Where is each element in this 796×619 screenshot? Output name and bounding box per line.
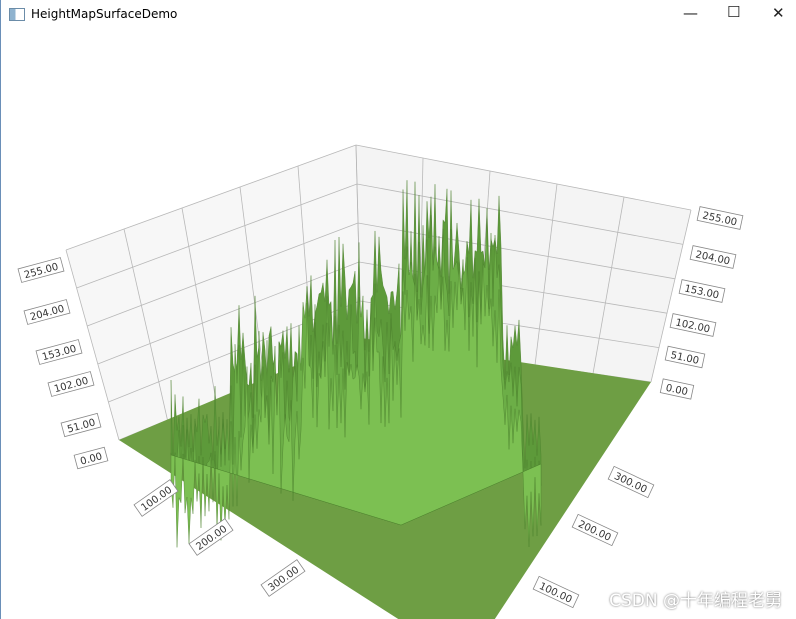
label-box bbox=[678, 279, 726, 303]
label-box bbox=[60, 412, 102, 438]
axis-label: 200.00 bbox=[188, 518, 234, 556]
grid-line bbox=[356, 183, 684, 245]
grid-line bbox=[181, 207, 217, 400]
axis-label: 300.00 bbox=[260, 559, 306, 597]
label-box bbox=[23, 299, 71, 325]
axis-label: 51.00 bbox=[60, 412, 102, 438]
label-box bbox=[133, 479, 179, 517]
surface-ridge bbox=[170, 257, 542, 548]
axis-label: 255.00 bbox=[696, 206, 744, 230]
minimize-button[interactable]: — bbox=[683, 4, 698, 22]
height-surface bbox=[170, 180, 542, 548]
title-bar: HeightMapSurfaceDemo bbox=[1, 0, 796, 28]
grid-line bbox=[65, 144, 357, 251]
label-box bbox=[260, 559, 306, 597]
grid-line bbox=[239, 186, 265, 379]
label-box bbox=[532, 575, 580, 609]
window-title: HeightMapSurfaceDemo bbox=[31, 7, 178, 21]
axis-label: 153.00 bbox=[35, 339, 83, 365]
grid-line bbox=[355, 144, 692, 211]
grid-line bbox=[592, 196, 625, 374]
axis-label: 102.00 bbox=[47, 371, 95, 397]
close-button[interactable]: ✕ bbox=[772, 4, 785, 22]
axis-label: 100.00 bbox=[532, 575, 580, 609]
grid-line bbox=[123, 228, 168, 420]
axis-label: 204.00 bbox=[689, 245, 737, 269]
axis-label: 102.00 bbox=[669, 313, 717, 337]
axis-label: 255.00 bbox=[17, 257, 65, 283]
label-box bbox=[669, 313, 717, 337]
axis-label: 0.00 bbox=[73, 446, 109, 470]
label-box bbox=[664, 345, 706, 369]
axis-label: 153.00 bbox=[678, 279, 726, 303]
axis-label: 0.00 bbox=[659, 378, 695, 400]
grid-line bbox=[650, 209, 692, 383]
app-icon bbox=[9, 7, 25, 21]
label-box bbox=[47, 371, 95, 397]
grid-line bbox=[65, 249, 120, 441]
axis-label: 200.00 bbox=[571, 513, 619, 547]
label-box bbox=[35, 339, 83, 365]
label-box bbox=[696, 206, 744, 230]
maximize-button[interactable]: ☐ bbox=[727, 3, 741, 21]
grid-line bbox=[76, 183, 358, 289]
label-box bbox=[689, 245, 737, 269]
axis-label: 100.00 bbox=[133, 479, 179, 517]
label-box bbox=[571, 513, 619, 547]
label-box bbox=[607, 465, 655, 499]
axis-label: 51.00 bbox=[664, 345, 706, 369]
watermark: CSDN @十年编程老舅 bbox=[609, 591, 782, 611]
label-box bbox=[17, 257, 65, 283]
label-box bbox=[73, 446, 109, 470]
axis-label: 300.00 bbox=[607, 465, 655, 499]
label-box bbox=[188, 518, 234, 556]
axis-label-text: 0.00 bbox=[665, 383, 689, 398]
grid-line bbox=[97, 261, 360, 365]
grid-line bbox=[87, 222, 359, 327]
grid-line bbox=[534, 183, 558, 366]
axis-label: 204.00 bbox=[23, 299, 71, 325]
label-box bbox=[659, 378, 695, 400]
